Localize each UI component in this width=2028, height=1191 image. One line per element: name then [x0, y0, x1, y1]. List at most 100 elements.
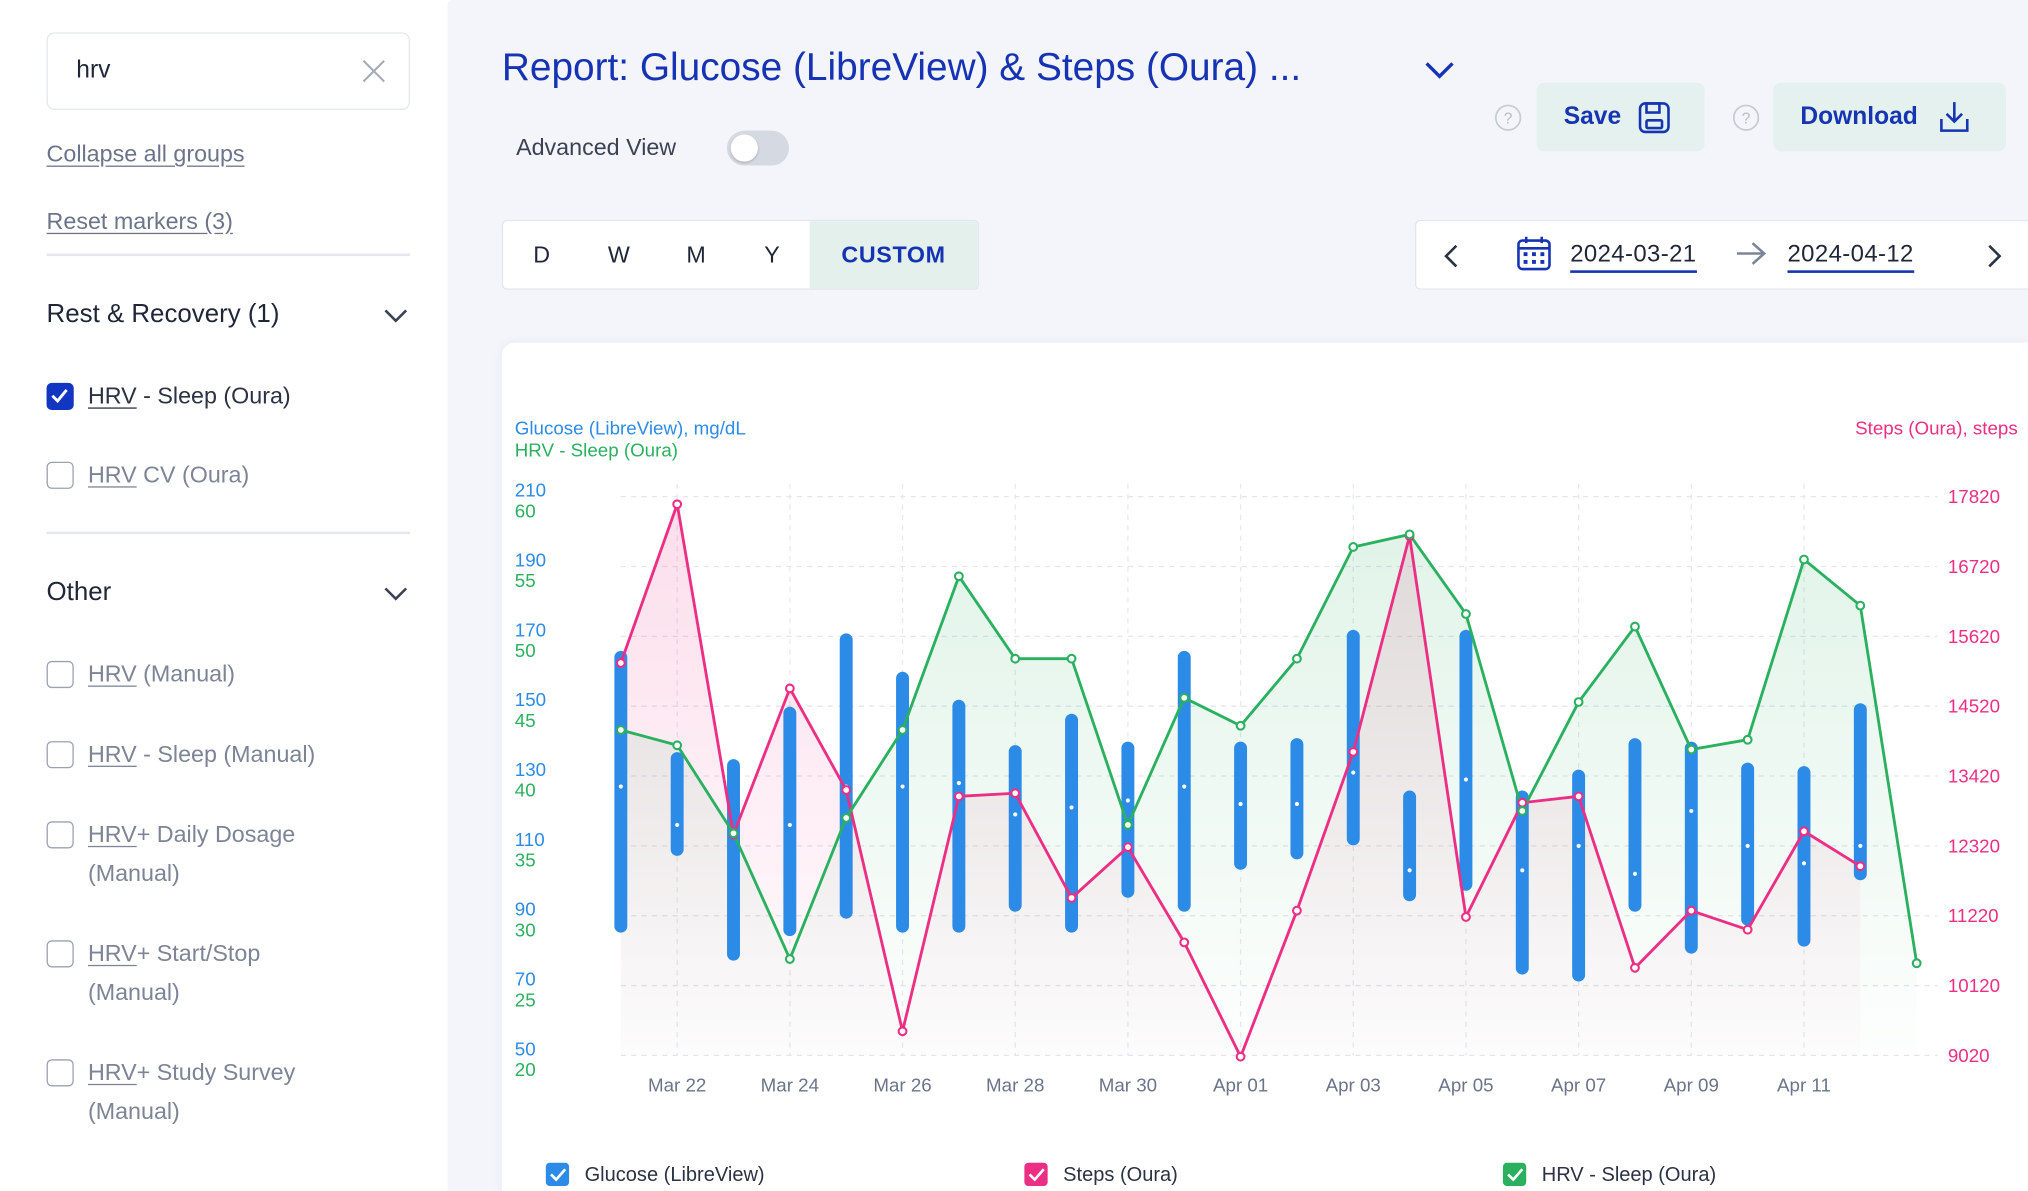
advanced-view-label: Advanced View [516, 134, 677, 161]
steps-point [1630, 962, 1640, 973]
report-title[interactable]: Report: Glucose (LibreView) & Steps (Our… [501, 46, 1302, 90]
marker-item-hrv-daily-dosage[interactable]: HRV+ Daily Dosage (Manual) [46, 821, 409, 892]
download-icon [1940, 102, 1969, 132]
hrv-tick-label: 40 [515, 780, 536, 801]
group-title-rest-recovery[interactable]: Rest & Recovery (1) [46, 300, 280, 329]
download-button[interactable]: Download [1773, 82, 2007, 152]
hrv-tick-label: 55 [515, 570, 536, 591]
glucose-mean-dot [1351, 770, 1356, 775]
steps-tick-label: 14520 [1948, 696, 2000, 717]
hrv-point [728, 828, 739, 839]
marker-item-hrv-study-survey[interactable]: HRV+ Study Survey (Manual) [46, 1059, 409, 1130]
help-icon[interactable]: ? [1494, 103, 1522, 131]
steps-point [1686, 905, 1697, 916]
steps-point [1235, 1051, 1246, 1062]
glucose-mean-dot [1632, 871, 1638, 876]
checkbox[interactable] [46, 1059, 74, 1087]
chevron-down-icon[interactable] [1423, 59, 1457, 80]
glucose-mean-dot [1182, 784, 1187, 789]
steps-tick-label: 15620 [1948, 626, 2000, 647]
legend-checkbox [1502, 1162, 1527, 1187]
steps-point [1742, 924, 1753, 935]
steps-point [953, 791, 964, 802]
glucose-tick-label: 90 [515, 899, 536, 920]
legend-checkbox [1024, 1162, 1048, 1187]
steps-tick-label: 10120 [1948, 975, 2000, 996]
reset-markers-link[interactable]: Reset markers (3) [46, 208, 233, 235]
tab-month[interactable]: M [686, 241, 706, 268]
glucose-tick-label: 70 [515, 969, 536, 990]
steps-point [1573, 791, 1584, 802]
close-icon[interactable] [360, 57, 388, 85]
tab-week[interactable]: W [607, 241, 630, 268]
steps-point [784, 683, 795, 694]
checkbox[interactable] [46, 940, 74, 968]
glucose-tick-label: 190 [515, 550, 546, 571]
hrv-point [1235, 720, 1246, 731]
save-button[interactable]: Save [1536, 82, 1705, 152]
hrv-point [1686, 744, 1697, 755]
x-tick-label: Mar 30 [1099, 1075, 1157, 1096]
legend-label: Steps (Oura) [1063, 1164, 1178, 1186]
legend-item[interactable]: Steps (Oura) [1024, 1162, 1178, 1187]
chevron-down-icon[interactable] [382, 585, 410, 603]
marker-label: HRV (Manual) [87, 660, 236, 687]
checkbox[interactable] [46, 461, 74, 489]
marker-label: HRV - Sleep (Manual) [87, 741, 316, 767]
chevron-down-icon[interactable] [382, 307, 410, 325]
hrv-point [1742, 734, 1753, 745]
end-date[interactable]: 2024-04-12 [1787, 239, 1914, 273]
hrv-point [1911, 958, 1922, 969]
checkbox[interactable] [46, 382, 74, 411]
collapse-all-link[interactable]: Collapse all groups [46, 140, 245, 167]
steps-point [1292, 905, 1302, 916]
legend-item[interactable]: Glucose (LibreView) [545, 1162, 765, 1187]
help-icon[interactable]: ? [1732, 103, 1760, 131]
steps-point [672, 499, 683, 510]
glucose-tick-label: 110 [515, 829, 545, 850]
advanced-view-toggle[interactable] [726, 130, 789, 166]
steps-point [1855, 861, 1866, 872]
legend-checkbox [545, 1162, 570, 1187]
check-icon [51, 389, 68, 404]
tab-custom[interactable]: CUSTOM [809, 221, 978, 289]
checkbox[interactable] [46, 660, 74, 689]
tab-year[interactable]: Y [764, 241, 780, 268]
x-tick-label: Apr 07 [1551, 1075, 1606, 1096]
chart-card: Glucose (LibreView), mg/dL HRV - Sleep (O… [501, 342, 2028, 1191]
hrv-tick-label: 30 [515, 919, 536, 940]
hrv-tick-label: 50 [515, 640, 536, 661]
chevron-left-icon[interactable] [1442, 243, 1460, 269]
checkbox[interactable] [46, 821, 74, 849]
legend-item[interactable]: HRV - Sleep (Oura) [1502, 1162, 1716, 1187]
hrv-point [841, 813, 852, 823]
save-icon [1638, 102, 1670, 134]
glucose-mean-dot [1407, 868, 1412, 873]
hrv-point [1855, 600, 1866, 611]
steps-tick-label: 11220 [1948, 905, 1999, 926]
chevron-right-icon[interactable] [1985, 243, 2003, 269]
x-tick-label: Apr 03 [1326, 1075, 1381, 1096]
marker-item-hrv-cv-oura[interactable]: HRV CV (Oura) [46, 461, 409, 494]
glucose-mean-dot [956, 780, 961, 786]
range-tabs: D W M Y CUSTOM [501, 219, 980, 290]
checkbox[interactable] [46, 741, 74, 769]
marker-item-hrv-sleep-manual[interactable]: HRV - Sleep (Manual) [46, 741, 409, 773]
glucose-mean-dot [1689, 808, 1694, 814]
start-date[interactable]: 2024-03-21 [1570, 239, 1697, 273]
legend-label: Glucose (LibreView) [585, 1164, 765, 1186]
group-title-other[interactable]: Other [46, 578, 112, 607]
marker-item-hrv-sleep-oura[interactable]: HRV - Sleep (Oura) [46, 382, 409, 415]
glucose-mean-dot [1013, 812, 1018, 817]
calendar-icon[interactable] [1516, 234, 1552, 273]
marker-item-hrv-start-stop[interactable]: HRV+ Start/Stop (Manual) [46, 940, 409, 1011]
steps-tick-label: 12320 [1948, 835, 2000, 856]
search-input[interactable]: hrv [46, 32, 411, 110]
steps-point [1010, 788, 1021, 799]
search-value[interactable]: hrv [76, 56, 111, 85]
tab-day[interactable]: D [533, 241, 551, 268]
steps-point [1179, 937, 1190, 948]
marker-item-hrv-manual[interactable]: HRV (Manual) [46, 660, 409, 693]
x-tick-label: Apr 11 [1777, 1075, 1831, 1096]
